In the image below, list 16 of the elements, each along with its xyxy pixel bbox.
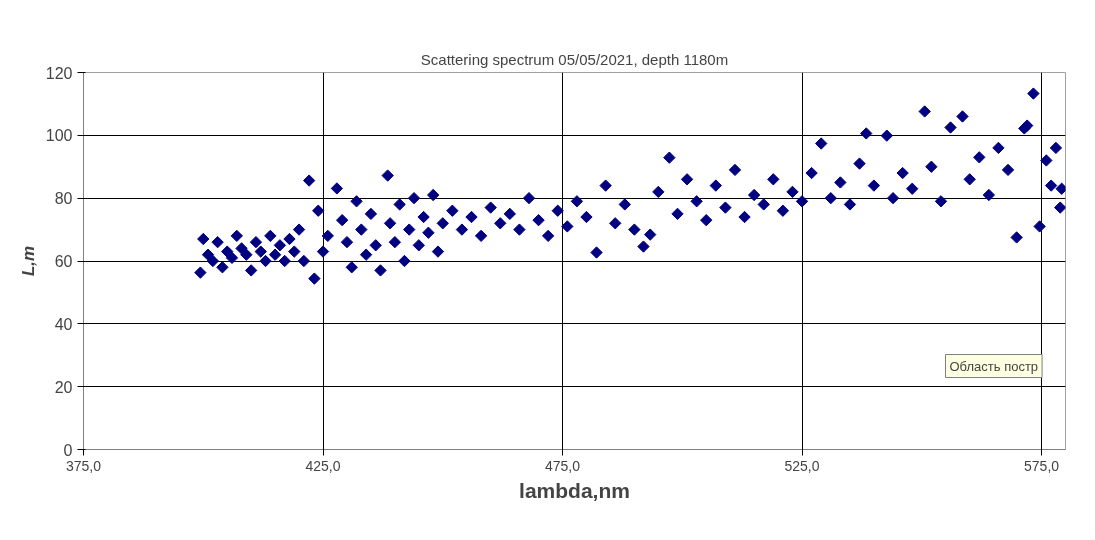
x-tick-label: 375,0	[65, 457, 102, 474]
x-tick-label: 575,0	[1024, 457, 1060, 474]
x-axis-title: lambda,nm	[519, 478, 630, 502]
x-tick-label: 525,0	[784, 457, 820, 474]
y-tick-label: 80	[54, 190, 73, 208]
y-tick-label: 40	[54, 315, 73, 333]
y-tick-label: 0	[63, 441, 73, 459]
y-axis-title: L,m	[18, 245, 38, 277]
annotation: Область постр	[949, 358, 1039, 374]
y-tick-label: 120	[45, 64, 73, 82]
x-tick-label: 475,0	[545, 457, 581, 474]
y-tick-label: 100	[45, 127, 73, 145]
y-tick-label: 60	[54, 253, 73, 270]
y-tick-label: 20	[54, 378, 73, 396]
chart-title: Scattering spectrum 05/05/2021, depth 1180m	[420, 50, 729, 68]
x-tick-label: 425,0	[305, 457, 341, 474]
